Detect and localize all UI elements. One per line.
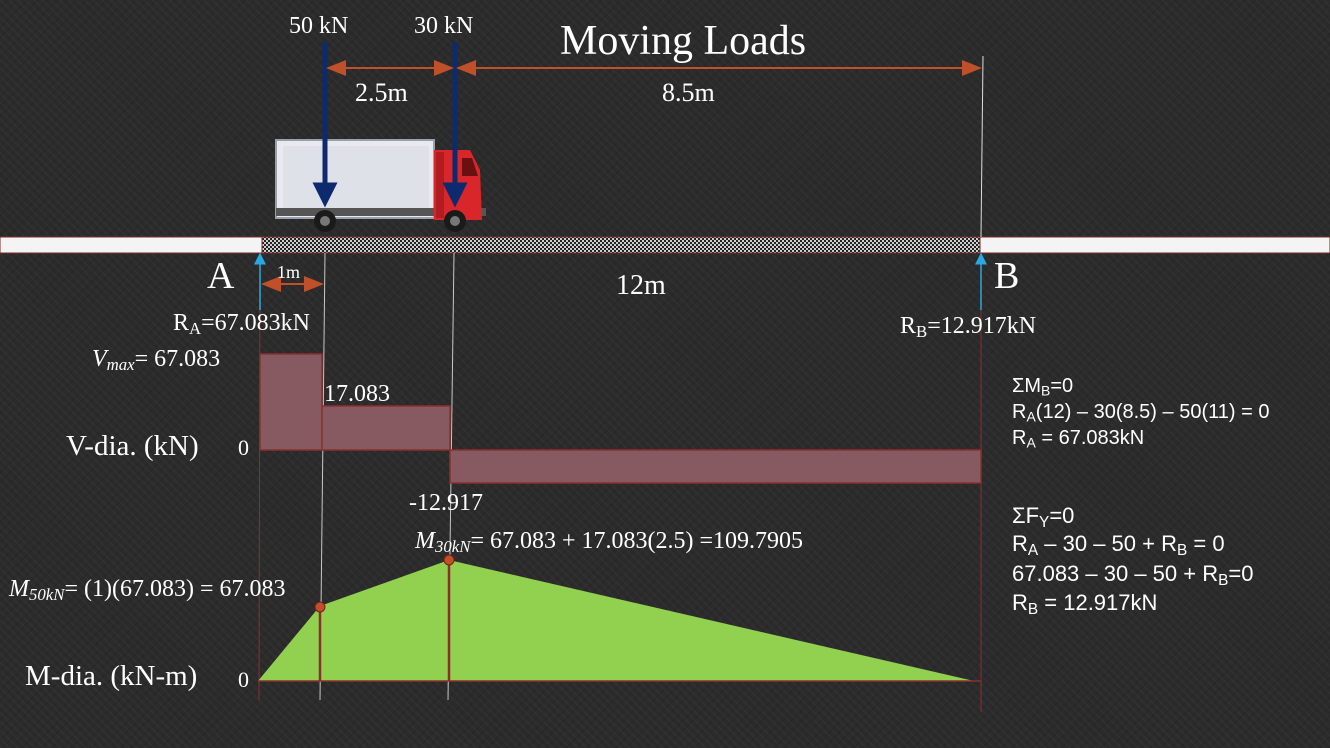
shear-block-2 — [321, 405, 451, 451]
support-b-label: B — [994, 255, 1020, 297]
ref-line-a — [258, 254, 261, 701]
reaction-a-label: RA=67.083kN — [173, 310, 311, 339]
vmax-label: Vmax= 67.083 — [92, 346, 221, 375]
shear-block-1 — [259, 353, 323, 451]
moment-diagram — [258, 560, 974, 681]
eq-force: RA – 30 – 50 + RB = 0 — [1012, 531, 1225, 559]
moment-point-50kn — [314, 601, 326, 613]
eq-rb-result: RB = 12.917kN — [1012, 590, 1158, 618]
dim-label-1m: 1m — [277, 262, 301, 282]
m50-label: M50kN= (1)(67.083) = 67.083 — [9, 576, 286, 605]
shear-zero-label: 0 — [238, 435, 249, 460]
truck-icon — [275, 139, 486, 232]
m30-label: M30kN= 67.083 + 17.083(2.5) =109.7905 — [415, 528, 804, 557]
ref-line-b-top — [980, 55, 984, 238]
diagram-title: Moving Loads — [560, 18, 807, 64]
eq-force-sub: 67.083 – 30 – 50 + RB=0 — [1012, 561, 1254, 589]
eq-moment: RA(12) – 30(8.5) – 50(11) = 0 — [1012, 401, 1270, 425]
shear-diagram — [259, 353, 982, 484]
shear-neg-label: -12.917 — [409, 490, 483, 516]
moment-point-30kn — [443, 554, 455, 566]
support-a-label: A — [207, 255, 235, 297]
shear-axis-label: V-dia. (kN) — [66, 430, 199, 462]
moment-zero-label: 0 — [238, 667, 249, 692]
reaction-b-label: RB=12.917kN — [900, 313, 1037, 342]
moment-axis-label: M-dia. (kN-m) — [25, 660, 198, 692]
span-label: 12m — [616, 270, 666, 301]
dim-label-2-5m: 2.5m — [355, 78, 408, 107]
bridge-beam — [261, 236, 981, 254]
eq-sum-fy: ΣFY=0 — [1012, 503, 1075, 531]
load-label-50kn: 50 kN — [289, 13, 349, 39]
eq-ra-result: RA = 67.083kN — [1012, 427, 1145, 451]
eq-sum-mb: ΣMB=0 — [1012, 375, 1074, 399]
shear-block-3 — [449, 449, 982, 484]
shear-mid-label: 17.083 — [324, 381, 390, 407]
road-right — [979, 236, 1330, 254]
dim-label-8-5m: 8.5m — [662, 78, 715, 107]
road-left — [0, 236, 263, 254]
load-label-30kn: 30 kN — [414, 13, 474, 39]
